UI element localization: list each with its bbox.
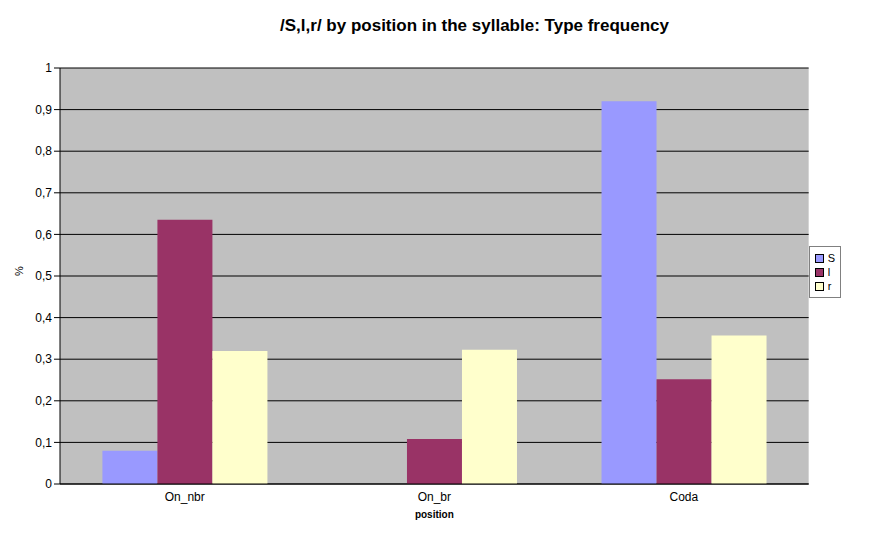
svg-text:On_br: On_br [418,490,451,504]
svg-text:position: position [415,509,454,520]
svg-text:0: 0 [45,477,52,491]
svg-text:Coda: Coda [670,490,699,504]
svg-text:%: % [13,266,25,276]
svg-text:0,1: 0,1 [35,436,52,450]
html-text:S: S [827,252,835,264]
svg-text:0,9: 0,9 [35,103,52,117]
svg-text:0,8: 0,8 [35,144,52,158]
svg-text:0,6: 0,6 [35,228,52,242]
svg-text:0,4: 0,4 [35,311,52,325]
svg-text:On_nbr: On_nbr [165,490,205,504]
html-text:/S,l,r/ by position in the syl: /S,l,r/ by position in the syllable: Typ… [280,16,669,35]
svg-text:0,7: 0,7 [35,186,52,200]
svg-text:0,2: 0,2 [35,394,52,408]
svg-text:0,3: 0,3 [35,352,52,366]
svg-text:0,5: 0,5 [35,269,52,283]
html-text:r: r [827,280,832,292]
html-text:l: l [827,266,831,278]
svg-text:1: 1 [45,61,52,75]
